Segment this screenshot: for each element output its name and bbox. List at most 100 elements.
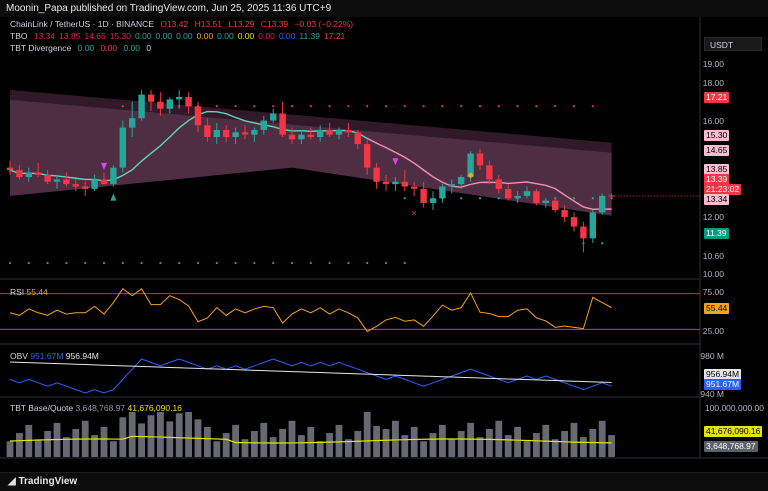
candle-body — [467, 153, 474, 178]
support-dot — [403, 197, 406, 200]
volume-bar — [44, 431, 51, 457]
tbo-value: 0.00 — [217, 31, 234, 41]
candle-body — [251, 129, 258, 135]
candle-body — [138, 94, 145, 119]
divergence-legend: TBT Divergence 0.00 0.00 0.00 0 — [10, 43, 151, 53]
rsi-axis-label: 25.00 — [702, 326, 724, 336]
support-dot — [27, 261, 30, 265]
volume-bar — [580, 437, 587, 457]
candle-body — [429, 198, 437, 203]
price-label: 10.60 — [702, 251, 724, 261]
close-value: C13.39 — [260, 19, 289, 29]
support-dot — [290, 261, 294, 265]
volume-bar — [147, 415, 155, 457]
tag-obv-ma: 956.94M — [704, 369, 742, 380]
currency-selector[interactable]: USDT — [704, 37, 762, 51]
volume-ma-value: 41,676,090.16 — [127, 403, 182, 413]
volume-bar — [326, 433, 333, 457]
volume-bar — [138, 423, 145, 457]
volume-bar — [561, 431, 568, 457]
rsi-axis-label: 75.00 — [702, 287, 724, 297]
resistance-dot — [328, 105, 331, 108]
tag-obv: 951.67M — [704, 379, 742, 390]
support-dot — [403, 261, 406, 265]
tag-17-21: 17.21 — [704, 92, 730, 103]
support-dot — [384, 261, 388, 265]
obv-axis-label: 980 M — [700, 351, 724, 361]
candle-body — [35, 172, 42, 175]
candle-body — [232, 132, 239, 138]
candle-body — [166, 99, 173, 109]
div-value-1: 0.00 — [77, 43, 95, 53]
candle-body — [486, 165, 493, 180]
volume-ma-line — [9, 435, 612, 444]
candle-body — [241, 132, 249, 135]
candle-body — [44, 174, 51, 182]
candle-body — [194, 106, 202, 126]
candle-body — [63, 179, 70, 185]
support-dot — [366, 261, 369, 265]
open-value: O13.42 — [160, 19, 189, 29]
tbo-name: TBO — [10, 31, 28, 41]
candle-body — [298, 134, 305, 140]
candle-body — [599, 195, 606, 213]
buy-signal-marker — [110, 193, 117, 201]
resistance-dot — [441, 105, 444, 108]
footer: ◢ TradingView — [0, 472, 768, 491]
volume-bar — [307, 426, 315, 457]
rsi-legend: RSI 55.44 — [10, 287, 48, 297]
support-dot — [478, 197, 482, 200]
support-dot — [309, 261, 312, 265]
support-dot — [460, 197, 463, 200]
candle-body — [542, 200, 549, 203]
volume-bar — [91, 435, 98, 457]
candle-body — [307, 134, 314, 138]
candle-body — [82, 186, 89, 189]
volume-bar — [429, 433, 437, 457]
volume-bar — [298, 435, 305, 457]
volume-legend: TBT Base/Quote 3,648,768.97 41,676,090.1… — [10, 403, 182, 413]
resistance-dot — [215, 105, 218, 108]
support-dot — [591, 197, 594, 200]
high-value: H13.51 — [194, 19, 222, 29]
price-label: 10.00 — [702, 269, 724, 279]
resistance-dot — [478, 105, 482, 108]
tbo-value: 0.00 — [196, 31, 214, 41]
volume-bar — [608, 435, 615, 457]
candle-body — [110, 167, 117, 185]
symbol-legend: ChainLink / TetherUS · 1D · BINANCE O13.… — [10, 19, 353, 29]
divergence-marker — [467, 172, 474, 179]
sell-signal-marker — [101, 162, 107, 170]
candle-body — [223, 129, 230, 138]
candle-body — [72, 184, 79, 187]
chart-canvas[interactable]: × — [0, 17, 768, 472]
volume-bar — [119, 417, 127, 457]
support-dot — [234, 261, 237, 265]
candle-body — [354, 132, 361, 145]
volume-bar — [128, 412, 136, 457]
candle-body — [448, 184, 455, 187]
candle-body — [589, 212, 596, 239]
candle-body — [570, 217, 578, 227]
candle-body — [392, 181, 399, 185]
volume-bar — [448, 439, 456, 457]
candle-body — [288, 134, 296, 140]
chart-area[interactable]: × USDT ChainLink / TetherUS · 1D · BINAN… — [0, 17, 768, 486]
volume-bar — [222, 433, 230, 457]
resistance-dot — [347, 105, 350, 108]
obv-value: 951.67M — [30, 351, 64, 361]
obv-line — [9, 358, 612, 394]
volume-bar — [373, 425, 380, 457]
volume-bar — [504, 435, 512, 457]
tradingview-logo: ◢ TradingView — [8, 476, 78, 487]
divergence-name: TBT Divergence — [10, 43, 72, 53]
candle-body — [260, 120, 267, 130]
support-dot — [65, 261, 68, 265]
support-dot — [121, 261, 124, 265]
candle-body — [345, 129, 352, 133]
low-value: L13.29 — [228, 19, 255, 29]
tag-volume-ma: 41,676,090.16 — [704, 426, 763, 437]
resistance-dot — [516, 105, 519, 108]
volume-bar — [382, 428, 390, 457]
tbo-value: 13.85 — [59, 31, 81, 41]
